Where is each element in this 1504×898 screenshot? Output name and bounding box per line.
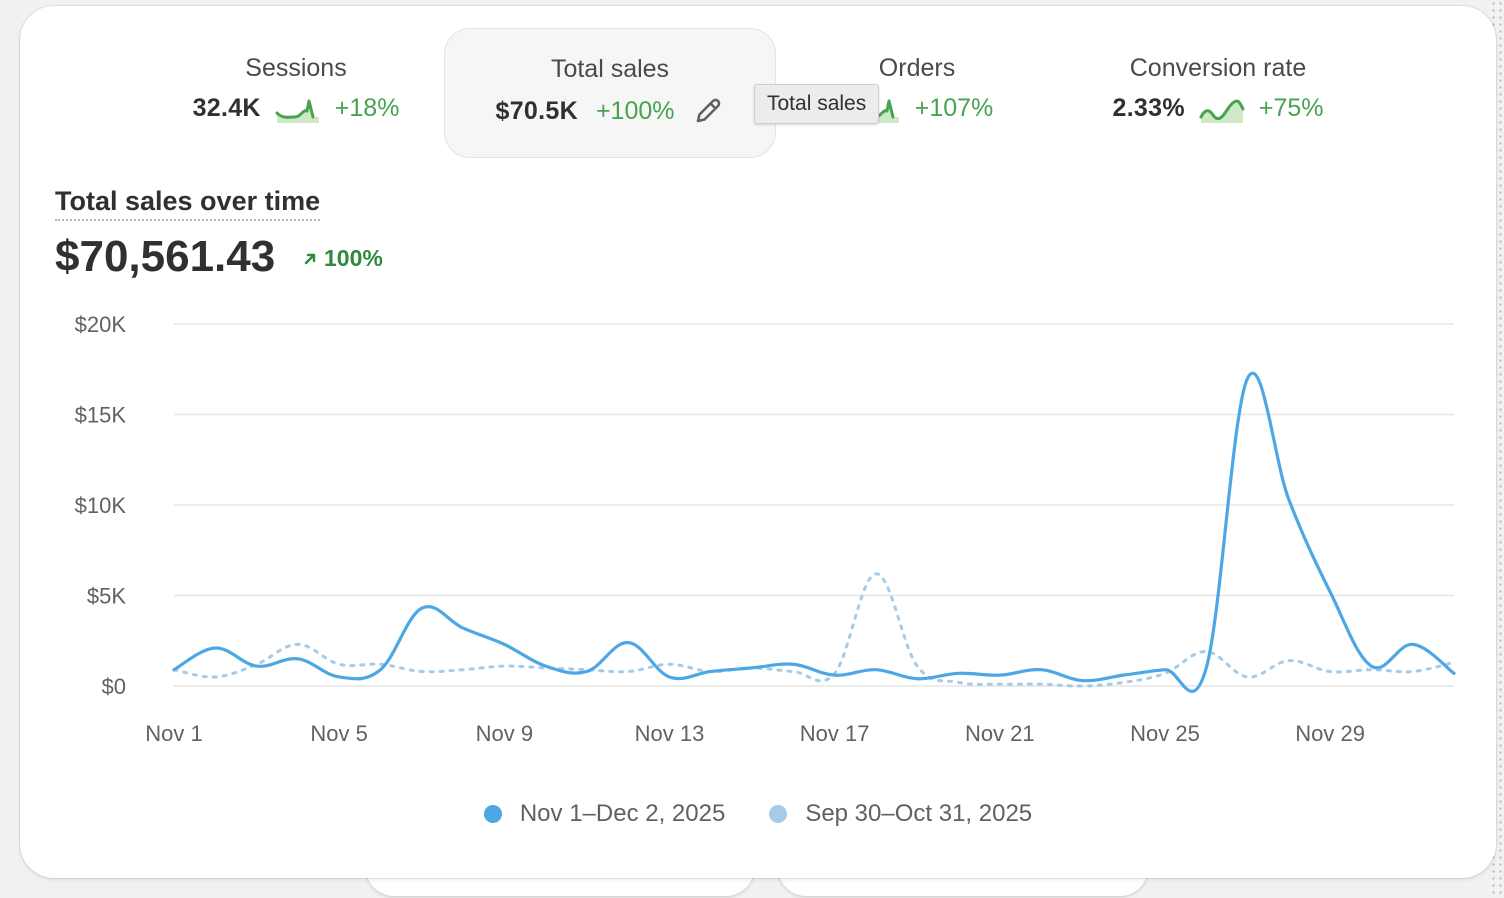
metric-label: Sessions — [245, 54, 347, 82]
metric-delta: +107% — [914, 94, 994, 122]
chart-title[interactable]: Total sales over time — [55, 186, 321, 221]
sales-card: Sessions 32.4K +18% Total sales $70.5K +… — [20, 6, 1496, 878]
legend-label: Sep 30–Oct 31, 2025 — [805, 800, 1033, 827]
y-tick-label: $20K — [75, 312, 127, 337]
metric-sessions[interactable]: Sessions 32.4K +18% — [148, 28, 444, 158]
metric-value: $70.5K — [495, 96, 578, 125]
metric-delta: +75% — [1258, 94, 1324, 122]
line-chart[interactable]: $0$5K$10K$15K$20K Nov 1 Nov 5 Nov 9 Nov 13 N… — [20, 6, 1496, 786]
metric-conversion-rate[interactable]: Conversion rate 2.33% +75% — [1068, 28, 1368, 158]
x-tick-label: Nov 1 — [145, 721, 202, 746]
series-line-current[interactable] — [172, 371, 1456, 693]
sparkline-icon — [1199, 99, 1245, 123]
metric-delta: +18% — [334, 94, 400, 122]
x-tick-label: Nov 25 — [1130, 721, 1200, 746]
y-tick-label: $15K — [75, 403, 127, 428]
legend-item-current[interactable]: Nov 1–Dec 2, 2025 — [483, 800, 726, 828]
metric-label: Orders — [878, 54, 956, 82]
x-tick-label: Nov 9 — [476, 721, 533, 746]
series-line-comparison[interactable] — [172, 572, 1456, 688]
metric-label: Conversion rate — [1129, 54, 1307, 82]
y-tick-label: $0 — [102, 674, 126, 699]
chart-change-value: 100% — [324, 245, 383, 271]
y-tick-label: $10K — [75, 493, 127, 518]
arrow-up-right-icon — [304, 253, 316, 264]
chart-change: 100% — [302, 245, 383, 272]
grid-lines — [174, 323, 1454, 687]
x-tick-label: Nov 21 — [965, 721, 1035, 746]
legend-dot — [769, 805, 788, 823]
chart-legend: Nov 1–Dec 2, 2025 Sep 30–Oct 31, 2025 — [20, 800, 1496, 828]
x-tick-label: Nov 13 — [635, 721, 705, 746]
chart-total-value: $70,561.43 — [55, 232, 276, 281]
metric-label: Total sales — [550, 55, 670, 83]
metric-total-sales[interactable]: Total sales $70.5K +100% — [444, 28, 776, 158]
metric-value: 2.33% — [1112, 94, 1185, 122]
metric-delta: +100% — [595, 96, 675, 125]
y-tick-label: $5K — [87, 584, 126, 609]
series-lines — [172, 371, 1456, 693]
tooltip: Total sales — [754, 84, 880, 124]
x-axis-labels: Nov 1 Nov 5 Nov 9 Nov 13 Nov 17 Nov 21 Nov 25 N… — [145, 721, 1365, 746]
metric-value: 32.4K — [192, 94, 261, 122]
legend-label: Nov 1–Dec 2, 2025 — [519, 800, 726, 827]
y-axis-labels: $0 $5K $10K $15K $20K — [75, 312, 127, 699]
pencil-icon[interactable] — [692, 95, 724, 127]
metric-orders[interactable]: Orders +107% — [776, 28, 1058, 158]
x-tick-label: Nov 17 — [800, 721, 870, 746]
legend-item-comparison[interactable]: Sep 30–Oct 31, 2025 — [769, 800, 1032, 828]
x-tick-label: Nov 29 — [1295, 721, 1365, 746]
x-tick-label: Nov 5 — [310, 721, 367, 746]
legend-dot — [483, 805, 502, 823]
sparkline-icon — [275, 99, 319, 123]
